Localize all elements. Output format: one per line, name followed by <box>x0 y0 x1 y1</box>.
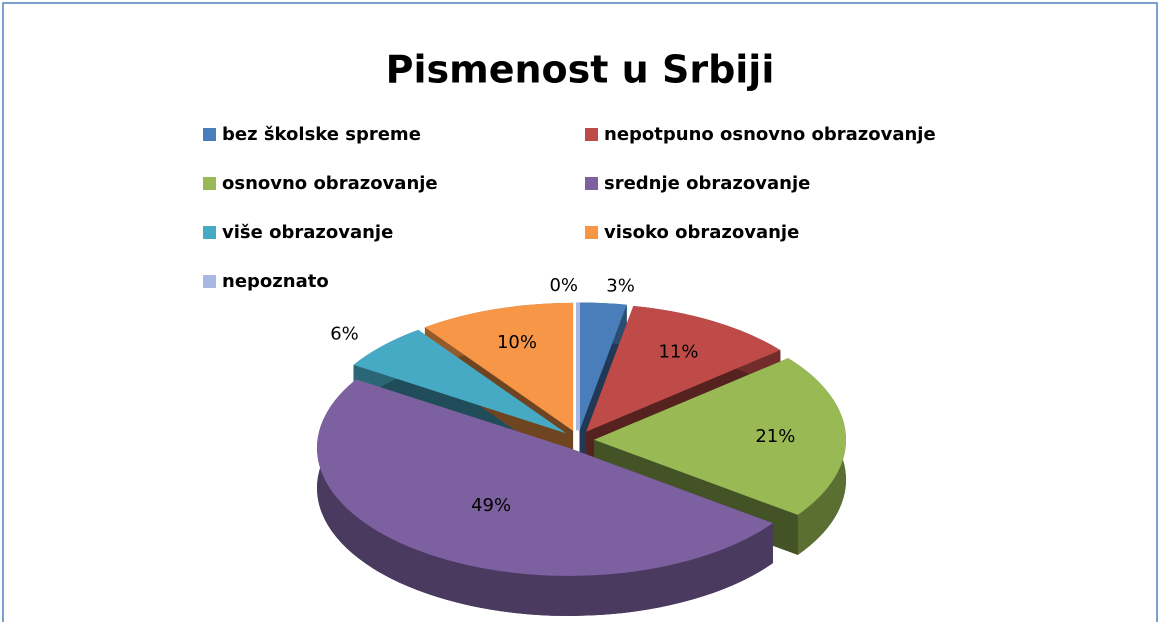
data-label: 21% <box>755 426 795 447</box>
data-label: 6% <box>330 323 359 344</box>
legend-label: srednje obrazovanje <box>604 173 810 194</box>
legend-label: visoko obrazovanje <box>604 222 799 243</box>
slice-band <box>317 379 773 616</box>
data-label: 3% <box>606 275 635 296</box>
legend-swatch <box>203 275 216 288</box>
data-label: 10% <box>497 332 537 353</box>
legend-swatch <box>203 177 216 190</box>
legend-label: bez školske spreme <box>222 124 421 145</box>
legend-swatch <box>203 226 216 239</box>
pie-slice <box>593 358 846 515</box>
legend-label: više obrazovanje <box>222 222 393 243</box>
pie-slice <box>424 302 574 431</box>
pie-slice <box>317 379 773 576</box>
legend-swatch <box>585 128 598 141</box>
legend-swatch <box>585 177 598 190</box>
data-label: 49% <box>471 495 511 516</box>
pie-slice <box>353 329 567 434</box>
chart-title: Pismenost u Srbiji <box>386 48 775 92</box>
legend-swatch <box>585 226 598 239</box>
data-label: 0% <box>549 275 578 296</box>
pie-slice <box>586 306 781 432</box>
legend-swatch <box>203 128 216 141</box>
data-label: 11% <box>658 341 698 362</box>
legend-label: nepotpuno osnovno obrazovanje <box>604 124 936 145</box>
legend-label: nepoznato <box>222 271 329 292</box>
pie-slice <box>579 302 627 431</box>
legend-label: osnovno obrazovanje <box>222 173 438 194</box>
pie-tops <box>317 302 846 576</box>
